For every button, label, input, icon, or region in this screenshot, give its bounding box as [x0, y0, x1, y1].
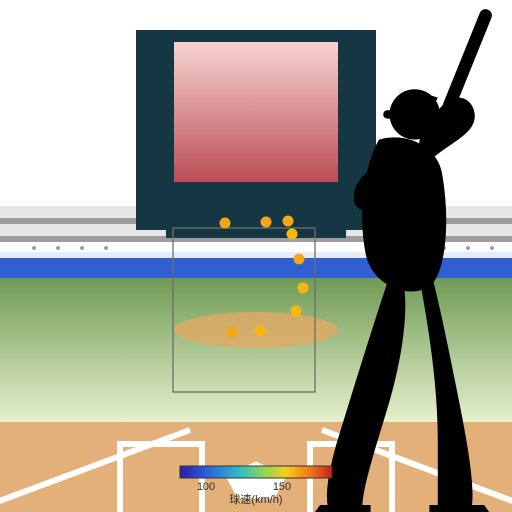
pitch-marker: [287, 229, 298, 240]
legend-title: 球速(km/h): [229, 492, 282, 506]
pitch-marker: [294, 254, 305, 265]
legend-tick-label: 150: [273, 481, 291, 493]
scoreboard: [136, 30, 376, 238]
stage-svg: 100 150球速(km/h): [0, 0, 512, 512]
pitch-marker: [255, 326, 266, 337]
pitch-marker: [298, 283, 309, 294]
pitch-marker: [283, 216, 294, 227]
pitch-marker: [227, 327, 238, 338]
pitch-marker: [291, 306, 302, 317]
scoreboard-screen: [174, 42, 338, 182]
pitch-marker: [220, 218, 231, 229]
speed-legend-bar: [180, 466, 332, 478]
pitch-location-diagram: 100 150球速(km/h): [0, 0, 512, 512]
legend-tick-label: 100: [197, 481, 215, 493]
pitch-marker: [261, 217, 272, 228]
